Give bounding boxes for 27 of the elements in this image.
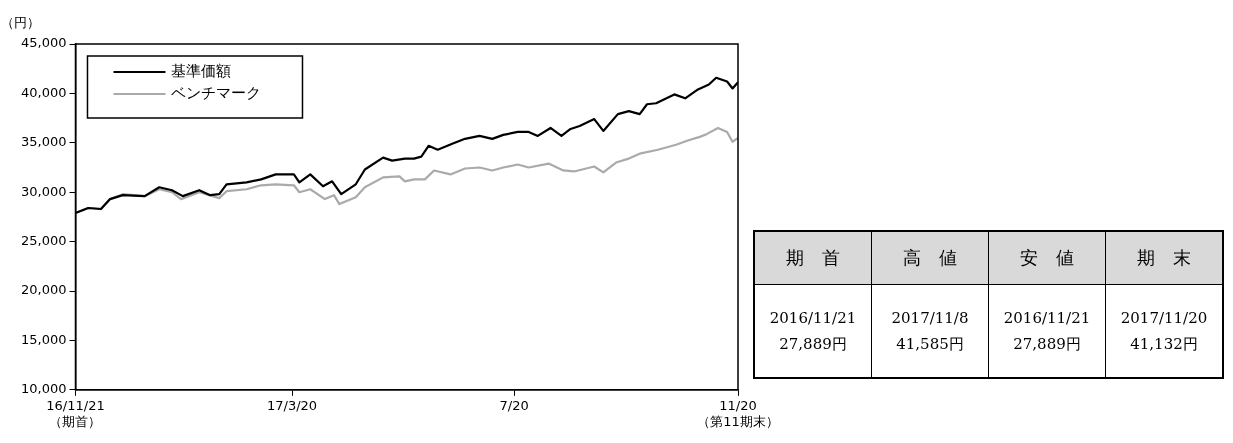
y-tick-label: 45,000 (20, 35, 67, 51)
text: 期 末 (1105, 231, 1223, 285)
text: 2016/11/21 (1002, 308, 1092, 329)
text: 高 値 (871, 231, 989, 285)
text: 2017/11/8 (890, 308, 970, 329)
y-tick-label: 15,000 (20, 331, 67, 347)
y-tick-label: 20,000 (20, 282, 67, 298)
legend-label: ベンチマーク (171, 83, 262, 102)
y-tick-label: 30,000 (20, 183, 67, 199)
x-tick-label: 16/11/21 （期首） (46, 397, 105, 429)
x-tick-label: 7/20 (499, 397, 529, 413)
text: 安 値 (988, 231, 1106, 285)
text: 期 首 (754, 231, 872, 285)
text: 27,889円 (1012, 334, 1082, 355)
text: 2016/11/21 (768, 308, 858, 329)
text: 27,889円 (778, 334, 848, 355)
x-tick-label: 17/3/20 (267, 397, 318, 413)
text: 2017/11/20 (1119, 308, 1209, 329)
y-tick-label: 35,000 (20, 134, 67, 150)
x-tick-label: 11/20 （第11期末） (697, 397, 779, 429)
y-tick-label: 25,000 (20, 232, 67, 248)
y-axis-title: （円） (0, 14, 40, 30)
y-tick-label: 40,000 (20, 84, 67, 100)
legend-label: 基準価額 (171, 61, 232, 80)
text: 41,132円 (1129, 334, 1199, 355)
text: 41,585円 (895, 334, 965, 355)
y-tick-label: 10,000 (20, 381, 67, 397)
